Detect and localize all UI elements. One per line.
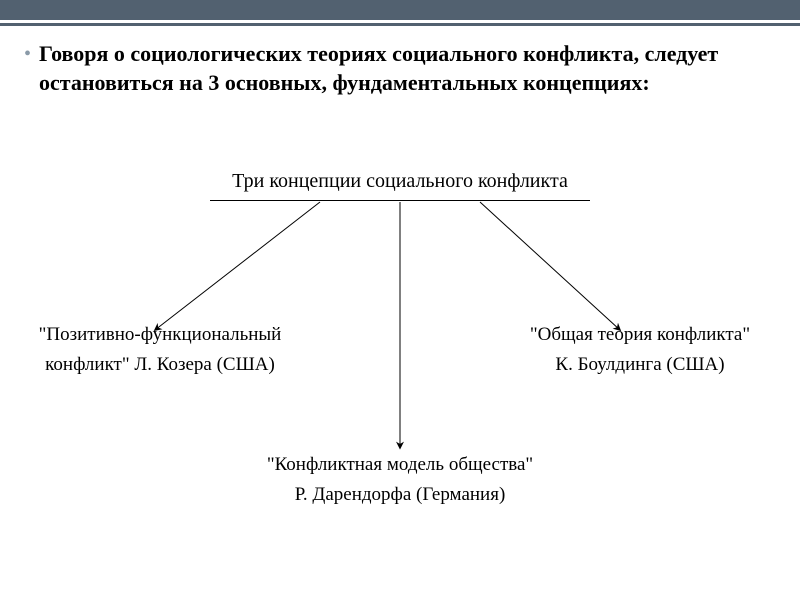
node-bottom-line2: Р. Дарендорфа (Германия) bbox=[250, 480, 550, 510]
bullet-icon: • bbox=[24, 40, 31, 68]
node-left-line1: "Позитивно-функциональный bbox=[10, 320, 310, 350]
node-bottom-line1: "Конфликтная модель общества" bbox=[250, 450, 550, 480]
node-left: "Позитивно-функциональный конфликт" Л. К… bbox=[10, 320, 310, 381]
diagram-title: Три концепции социального конфликта bbox=[0, 170, 800, 193]
node-right-line1: "Общая теория конфликта" bbox=[490, 320, 790, 350]
header-accent-bar bbox=[0, 0, 800, 20]
slide: • Говоря о социологических теориях социа… bbox=[0, 0, 800, 600]
node-right-line2: К. Боулдинга (США) bbox=[490, 350, 790, 380]
node-bottom: "Конфликтная модель общества" Р. Дарендо… bbox=[250, 450, 550, 511]
header-accent-line bbox=[0, 23, 800, 26]
concept-diagram: Три концепции социального конфликта "Поз… bbox=[0, 170, 800, 590]
headline-block: • Говоря о социологических теориях социа… bbox=[24, 40, 776, 97]
node-left-line2: конфликт" Л. Козера (США) bbox=[10, 350, 310, 380]
headline-text: Говоря о социологических теориях социаль… bbox=[39, 40, 776, 97]
arrow-left bbox=[155, 202, 320, 330]
node-right: "Общая теория конфликта" К. Боулдинга (С… bbox=[490, 320, 790, 381]
arrow-right bbox=[480, 202, 620, 330]
